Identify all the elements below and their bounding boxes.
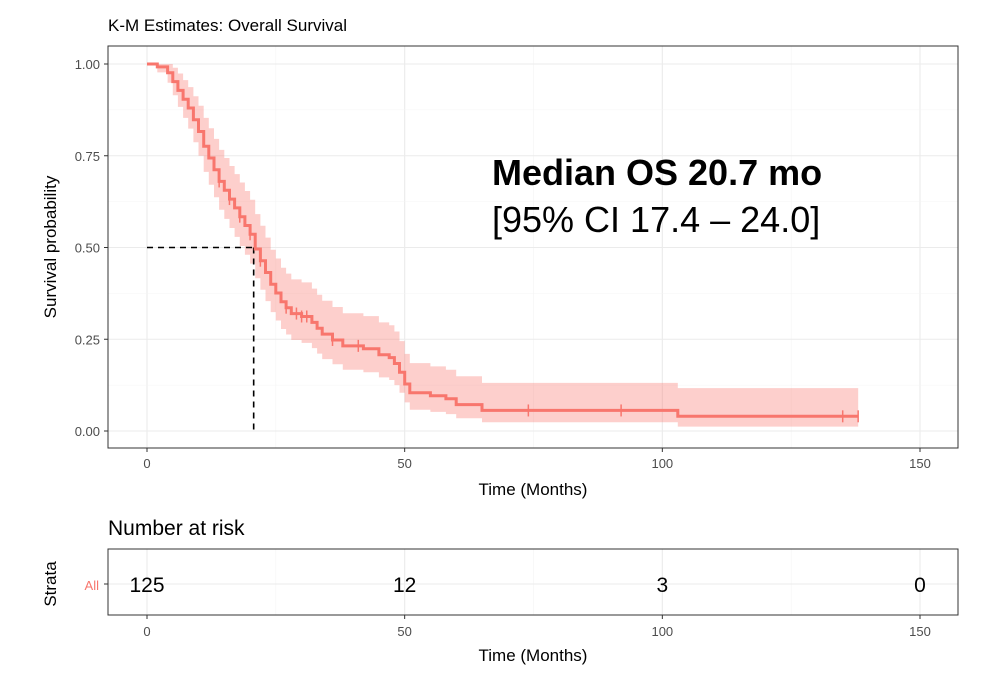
risk-x-tick-label: 50 xyxy=(397,624,411,639)
confidence-band-area xyxy=(147,64,859,427)
risk-y-axis-label: Strata xyxy=(41,561,60,607)
chart-title: K-M Estimates: Overall Survival xyxy=(108,16,347,35)
y-tick-label: 0.50 xyxy=(75,241,100,256)
risk-x-tick-label: 150 xyxy=(909,624,931,639)
median-os-annotation: Median OS 20.7 mo xyxy=(492,152,822,193)
y-tick-label: 0.00 xyxy=(75,424,100,439)
x-tick-label: 150 xyxy=(909,456,931,471)
risk-gridlines xyxy=(108,549,958,615)
main-x-axis-label: Time (Months) xyxy=(479,480,588,499)
x-tick-label: 50 xyxy=(397,456,411,471)
x-tick-label: 100 xyxy=(651,456,673,471)
main-y-axis-label: Survival probability xyxy=(41,175,60,318)
risk-x-tick-label: 0 xyxy=(143,624,150,639)
x-tick-label: 0 xyxy=(143,456,150,471)
risk-table-title: Number at risk xyxy=(108,517,245,540)
risk-x-tick-label: 100 xyxy=(651,624,673,639)
strata-label: All xyxy=(85,578,100,593)
risk-count: 3 xyxy=(656,574,668,597)
risk-count: 12 xyxy=(393,574,416,597)
median-ci-annotation: [95% CI 17.4 – 24.0] xyxy=(492,199,820,240)
median-guide-lines xyxy=(147,246,255,431)
risk-count: 125 xyxy=(129,574,164,597)
risk-count: 0 xyxy=(914,574,926,597)
y-tick-label: 0.75 xyxy=(75,149,100,164)
main-axis-ticks: 0 50 100 150 0.00 0.25 0.50 0.75 1.00 xyxy=(75,57,931,471)
risk-panel-background xyxy=(108,549,958,615)
risk-axis-ticks: 0 50 100 150 xyxy=(104,583,931,639)
y-tick-label: 1.00 xyxy=(75,57,100,72)
main-gridlines xyxy=(108,46,958,448)
confidence-band xyxy=(147,64,859,427)
y-tick-label: 0.25 xyxy=(75,332,100,347)
risk-panel-border xyxy=(107,548,959,616)
survival-curve xyxy=(147,62,859,418)
survival-curve-line xyxy=(147,62,859,418)
censor-marks xyxy=(218,175,859,423)
risk-values: 125 12 3 0 xyxy=(129,574,925,597)
risk-x-axis-label: Time (Months) xyxy=(479,646,588,665)
